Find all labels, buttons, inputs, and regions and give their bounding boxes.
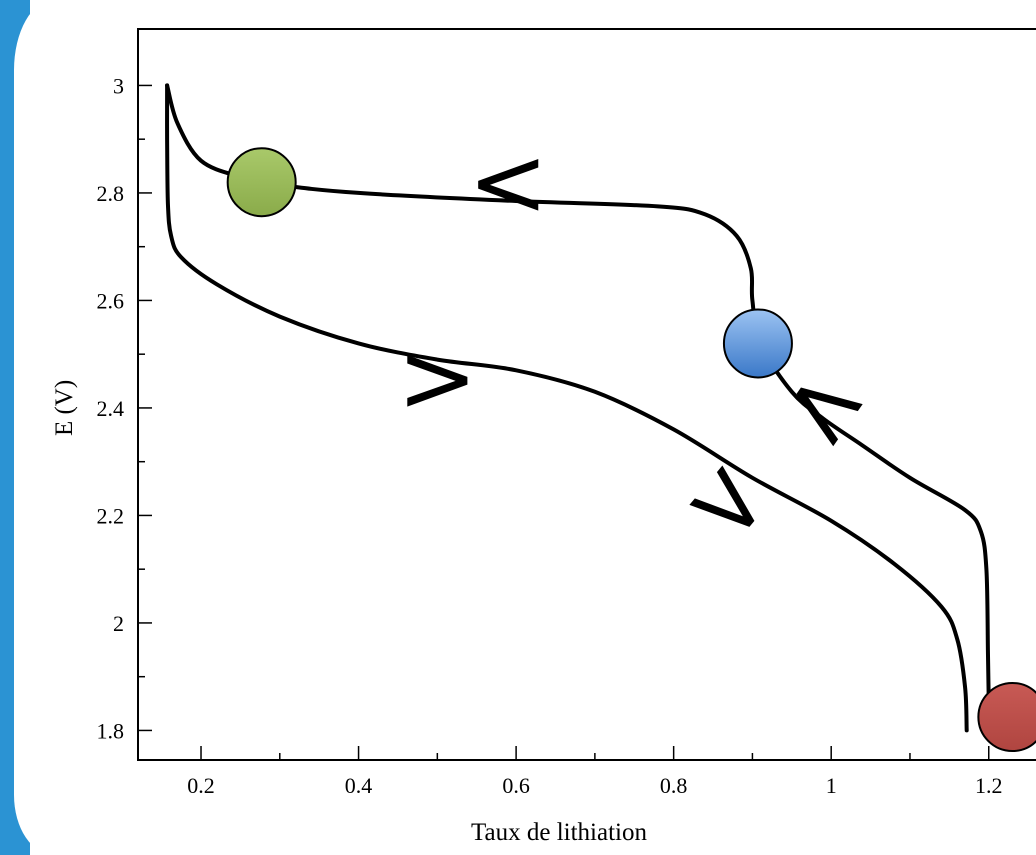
red-marker [977,682,1036,752]
y-tick-label: 3 [113,73,124,98]
x-tick-label: 0.4 [345,773,373,798]
y-tick-label: 2.4 [97,396,125,421]
y-tick-label: 2.6 [97,288,125,313]
x-tick-label: 0.8 [660,773,688,798]
left-accent-curve [14,0,54,855]
y-axis-title: E (V) [51,380,78,436]
y-tick-label: 2.8 [97,181,125,206]
blue-marker [722,308,793,379]
x-tick-label: 1.2 [975,773,1003,798]
discharge-curve [165,83,969,733]
x-tick-label: 0.2 [187,773,215,798]
arrow-middle-arrow: > [397,322,477,434]
arrow-lower-right-arrow: > [664,434,798,572]
y-tick-label: 2 [113,611,124,636]
x-axis-title: Taux de lithiation [471,819,647,846]
x-tick-label: 1 [826,773,837,798]
x-tick-label: 0.6 [502,773,530,798]
plot-frame [137,28,1036,761]
green-marker [226,147,297,218]
arrow-upper-plateau-arrow: < [468,126,548,238]
y-tick-label: 2.2 [97,503,125,528]
y-tick-label: 1.8 [97,718,125,743]
